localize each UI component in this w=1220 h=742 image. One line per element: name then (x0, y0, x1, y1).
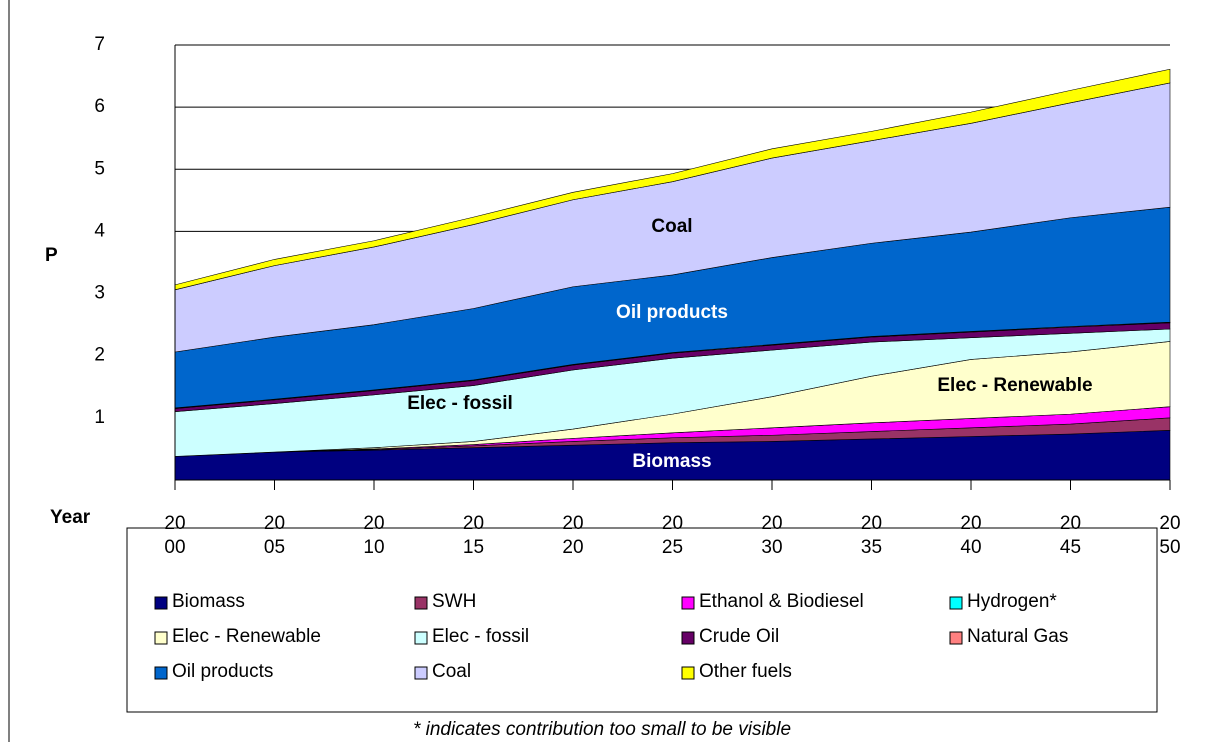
y-tick-label: 5 (94, 158, 105, 179)
legend-swatch (154, 666, 168, 680)
legend-swatch (154, 596, 168, 610)
legend-label: Crude Oil (699, 626, 779, 647)
legend-label: SWH (432, 591, 476, 612)
y-tick-label: 6 (94, 96, 105, 117)
x-tick-label: 20 35 (860, 513, 883, 558)
legend-label: Biomass (172, 591, 245, 612)
area-label: Biomass (632, 451, 711, 472)
y-tick-label: 1 (94, 407, 105, 428)
y-axis-label: P (45, 245, 58, 266)
legend-swatch (414, 631, 428, 645)
x-tick-label: 20 40 (960, 513, 982, 558)
y-tick-label: 2 (94, 345, 105, 366)
y-tick-label: 4 (94, 220, 105, 241)
legend-label: Oil products (172, 661, 273, 682)
legend-swatch (681, 631, 695, 645)
area-label: Elec - Renewable (937, 375, 1092, 396)
legend-swatch (414, 666, 428, 680)
legend-swatch (949, 596, 963, 610)
x-tick-label: 20 15 (462, 513, 485, 558)
legend-swatch (414, 596, 428, 610)
x-tick-label: 20 00 (164, 513, 186, 558)
x-tick-label: 20 10 (363, 513, 385, 558)
y-tick-label: 7 (94, 34, 105, 55)
area-label: Elec - fossil (407, 393, 513, 414)
legend-swatch (681, 596, 695, 610)
legend-label: Coal (432, 661, 471, 682)
legend-swatch (154, 631, 168, 645)
y-tick-label: 3 (94, 283, 105, 304)
legend-label: Elec - fossil (432, 626, 529, 647)
legend-swatch (681, 666, 695, 680)
legend-label: Elec - Renewable (172, 626, 321, 647)
legend-label: Hydrogen* (967, 591, 1057, 612)
legend-label: Other fuels (699, 661, 792, 682)
legend-label: Natural Gas (967, 626, 1068, 647)
legend-label: Ethanol & Biodiesel (699, 591, 864, 612)
x-tick-label: 20 50 (1159, 513, 1181, 558)
legend-swatch (949, 631, 963, 645)
x-tick-label: 20 30 (761, 513, 783, 558)
x-axis-label: Year (50, 507, 91, 528)
x-tick-label: 20 45 (1059, 513, 1082, 558)
x-tick-label: 20 20 (562, 513, 584, 558)
x-tick-label: 20 05 (263, 513, 286, 558)
area-label: Oil products (616, 302, 728, 323)
area (174, 68, 1171, 291)
x-tick-label: 20 25 (661, 513, 684, 558)
area-label: Coal (651, 216, 692, 237)
footnote: * indicates contribution too small to be… (413, 719, 791, 740)
legend-box (126, 527, 1158, 713)
